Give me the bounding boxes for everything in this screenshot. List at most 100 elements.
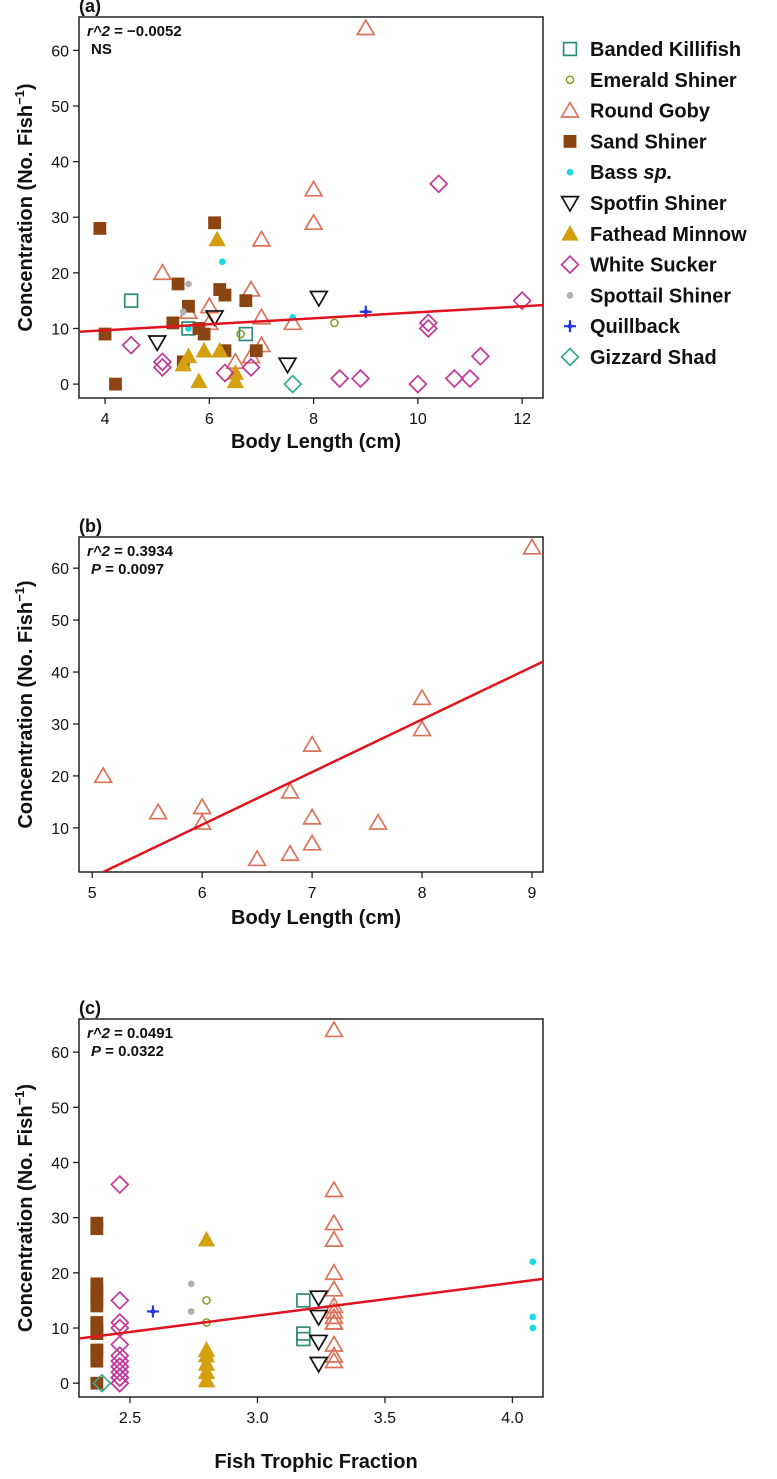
legend-item-es: Emerald Shiner [565,70,737,92]
y-axis-title: Concentration (No. Fish−1) [12,83,37,331]
data-point-ws [121,335,141,355]
panel-label: (a) [79,0,101,16]
stat-r2: r^2 = 0.0491 [87,1025,173,1042]
stat-r2-value: = 0.3934 [110,543,174,560]
legend-label-bk: Banded Killifish [590,39,741,61]
x-tick-label: 10 [409,411,427,428]
stat-p-value: = 0.0322 [101,1043,164,1060]
stat-r2-value: = −0.0052 [110,23,182,40]
data-point-fm [226,372,245,389]
y-axis-title-main: Concentration (No. Fish [15,105,37,332]
regression-line [102,660,543,872]
x-tick-label: 8 [418,885,427,902]
data-point-sf [308,290,329,308]
data-point-sf [308,1356,329,1374]
x-tick-label: 4 [101,411,110,428]
data-point-sf [308,1290,329,1308]
data-point-ws [110,1357,130,1377]
data-point-sp [187,1280,195,1288]
data-point-bk [296,1331,311,1347]
legend-marker-ss [563,134,577,148]
data-point-ws [152,357,173,378]
data-point-rg [303,213,324,231]
data-point-ws [512,291,532,311]
data-point-fm [197,1230,216,1247]
data-point-ss [93,221,107,235]
data-point-bk [296,1293,311,1308]
data-point-rg [324,1020,344,1038]
data-point-ws [110,1174,130,1195]
data-point-sf [204,310,225,328]
data-point-ss [90,1222,104,1236]
data-point-rg [251,229,272,247]
y-tick-label: 50 [51,99,69,116]
stat-p: P = 0.0322 [91,1043,164,1060]
data-point-rg [324,1345,344,1363]
data-point-fm [197,1363,216,1379]
x-axis-title: Body Length (cm) [231,431,401,453]
data-point-rg [93,766,114,784]
regression-line [79,1277,543,1340]
data-point-ss [171,277,185,291]
data-point-ws [110,1346,130,1366]
y-tick-label: 50 [51,1100,69,1117]
y-axis-title-main: Concentration (No. Fish [15,602,37,829]
data-point-rg [324,1263,344,1281]
y-tick-label: 50 [51,613,69,630]
x-tick-label: 7 [308,885,317,902]
legend-label-ss: Sand Shiner [590,131,707,153]
data-point-ws [470,346,491,366]
y-tick-label: 60 [51,561,69,578]
stat-p-value: = 0.0097 [101,561,164,578]
y-tick-label: 30 [51,210,69,227]
legend: Banded Killifish Emerald Shiner Round Goby… [560,39,747,369]
legend-item-ss: Sand Shiner [563,131,707,153]
stat-p: NS [91,41,112,58]
x-tick-label: 2.5 [119,1410,141,1427]
data-layer [93,537,543,872]
plot-frame [78,536,544,873]
stat-r2-label: r^2 [87,23,111,40]
legend-marker-es [565,75,575,85]
stat-p-label: P [91,1043,102,1060]
y-tick-label: 20 [51,266,69,283]
data-point-ss [90,1299,104,1313]
plot-frame [78,1018,544,1398]
data-point-ss [208,216,221,230]
data-point-gs [92,1373,112,1393]
legend-label-rg: Round Goby [590,101,711,123]
y-tick-label: 30 [51,1211,69,1228]
data-point-ws [215,363,235,383]
data-point-rg [280,781,300,799]
data-point-ws [110,1334,130,1355]
data-point-ws [110,1373,130,1393]
panel-a: (a) 4 6 8 10 12 0 10 20 30 40 50 60 Body Length (cm) C… [12,0,544,453]
data-point-ws [110,1351,130,1371]
data-point-bk [123,293,139,308]
data-point-rg [412,688,432,706]
data-point-sp [179,308,187,316]
legend-item-bk: Banded Killifish [562,39,741,61]
y-tick-label: 10 [51,1321,69,1338]
data-point-ws [408,374,428,394]
data-point-qb [146,1305,159,1318]
y-axis-title-main: Concentration (No. Fish [15,1105,37,1332]
data-point-fm [211,341,229,358]
x-tick-label: 3.0 [246,1410,268,1427]
stat-p-label: P [91,561,102,578]
data-point-es [236,329,245,339]
legend-item-sf: Spotfin Shiner [560,193,727,215]
legend-label-gs: Gizzard Shad [590,347,717,369]
y-tick-label: 0 [60,377,69,394]
panel-b: (b) 5 6 7 8 9 10 20 30 40 50 60 Body Length (cm) Conc… [12,516,544,929]
legend-marker-bs [566,168,574,176]
data-point-ws [110,1368,130,1388]
data-point-ws [110,1368,130,1388]
data-point-rg [247,849,268,867]
data-point-ws [460,368,480,389]
regression-line [79,303,543,334]
data-point-ws [110,1368,130,1388]
data-point-bs [529,1258,537,1266]
stat-r2-label: r^2 [87,543,111,560]
data-point-rg [241,279,261,297]
